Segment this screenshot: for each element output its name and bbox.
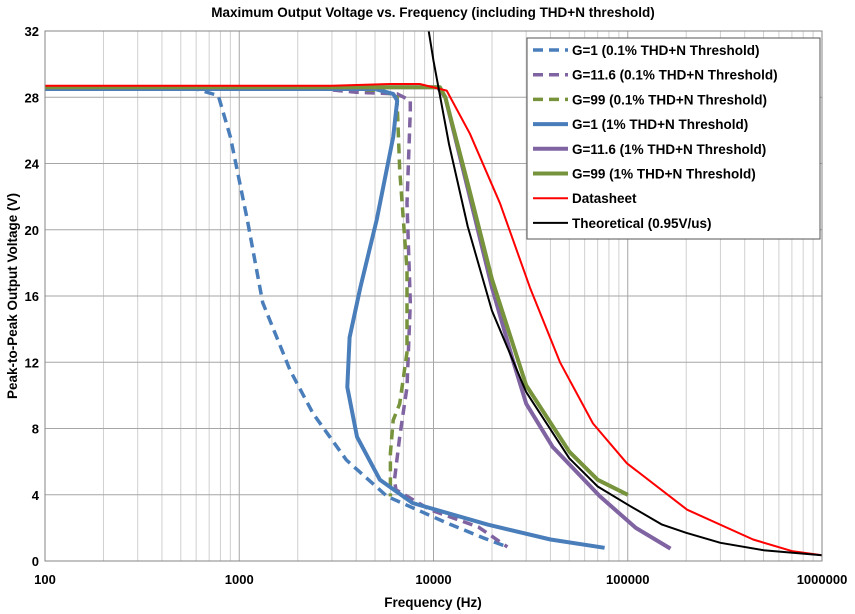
y-tick-label: 32 — [25, 24, 39, 39]
tick-labels: 0 4 8 12 16 20 24 28 32 100 1000 10000 100000 1000000 — [25, 24, 848, 587]
y-tick-label: 28 — [25, 90, 39, 105]
plot-border — [44, 30, 823, 562]
series-lines — [45, 31, 822, 557]
y-tick-label: 8 — [32, 422, 39, 437]
series-line-5 — [45, 85, 629, 497]
y-axis-label: Peak-to-Peak Output Voltage (V) — [5, 193, 20, 399]
legend-label-5: G=99 (1% THD+N Threshold) — [572, 167, 756, 182]
legend-label-4: G=11.6 (1% THD+N Threshold) — [572, 142, 766, 157]
legend-box — [526, 37, 821, 240]
x-tick-label: 100 — [34, 572, 56, 587]
legend-label-2: G=99 (0.1% THD+N Threshold) — [572, 92, 767, 107]
legend-label-7: Theoretical (0.95V/us) — [572, 216, 712, 231]
y-tick-label: 24 — [25, 157, 40, 172]
legend-label-1: G=11.6 (0.1% THD+N Threshold) — [572, 68, 778, 83]
y-tick-label: 16 — [25, 289, 39, 304]
x-tick-label: 10000 — [415, 572, 451, 587]
series-line-6 — [45, 83, 822, 557]
legend-label-0: G=1 (0.1% THD+N Threshold) — [572, 43, 760, 58]
chart-title: Maximum Output Voltage vs. Frequency (in… — [211, 5, 654, 20]
series-line-3 — [45, 87, 605, 550]
y-tick-label: 4 — [32, 488, 40, 503]
x-tick-label: 1000 — [225, 572, 254, 587]
y-tick-label: 12 — [25, 355, 39, 370]
series-line-1 — [45, 85, 509, 549]
series-line-7 — [427, 31, 822, 557]
y-tick-label: 0 — [32, 554, 39, 569]
y-tick-label: 20 — [25, 223, 39, 238]
legend-label-3: G=1 (1% THD+N Threshold) — [572, 117, 748, 132]
series-line-0 — [45, 87, 509, 549]
x-tick-label: 100000 — [606, 572, 649, 587]
x-tick-label: 1000000 — [797, 572, 848, 587]
series-line-2 — [45, 85, 409, 497]
legend-label-6: Datasheet — [572, 191, 637, 206]
x-axis-label: Frequency (Hz) — [384, 595, 482, 610]
legend: G=1 (0.1% THD+N Threshold) G=11.6 (0.1% T… — [526, 37, 821, 240]
